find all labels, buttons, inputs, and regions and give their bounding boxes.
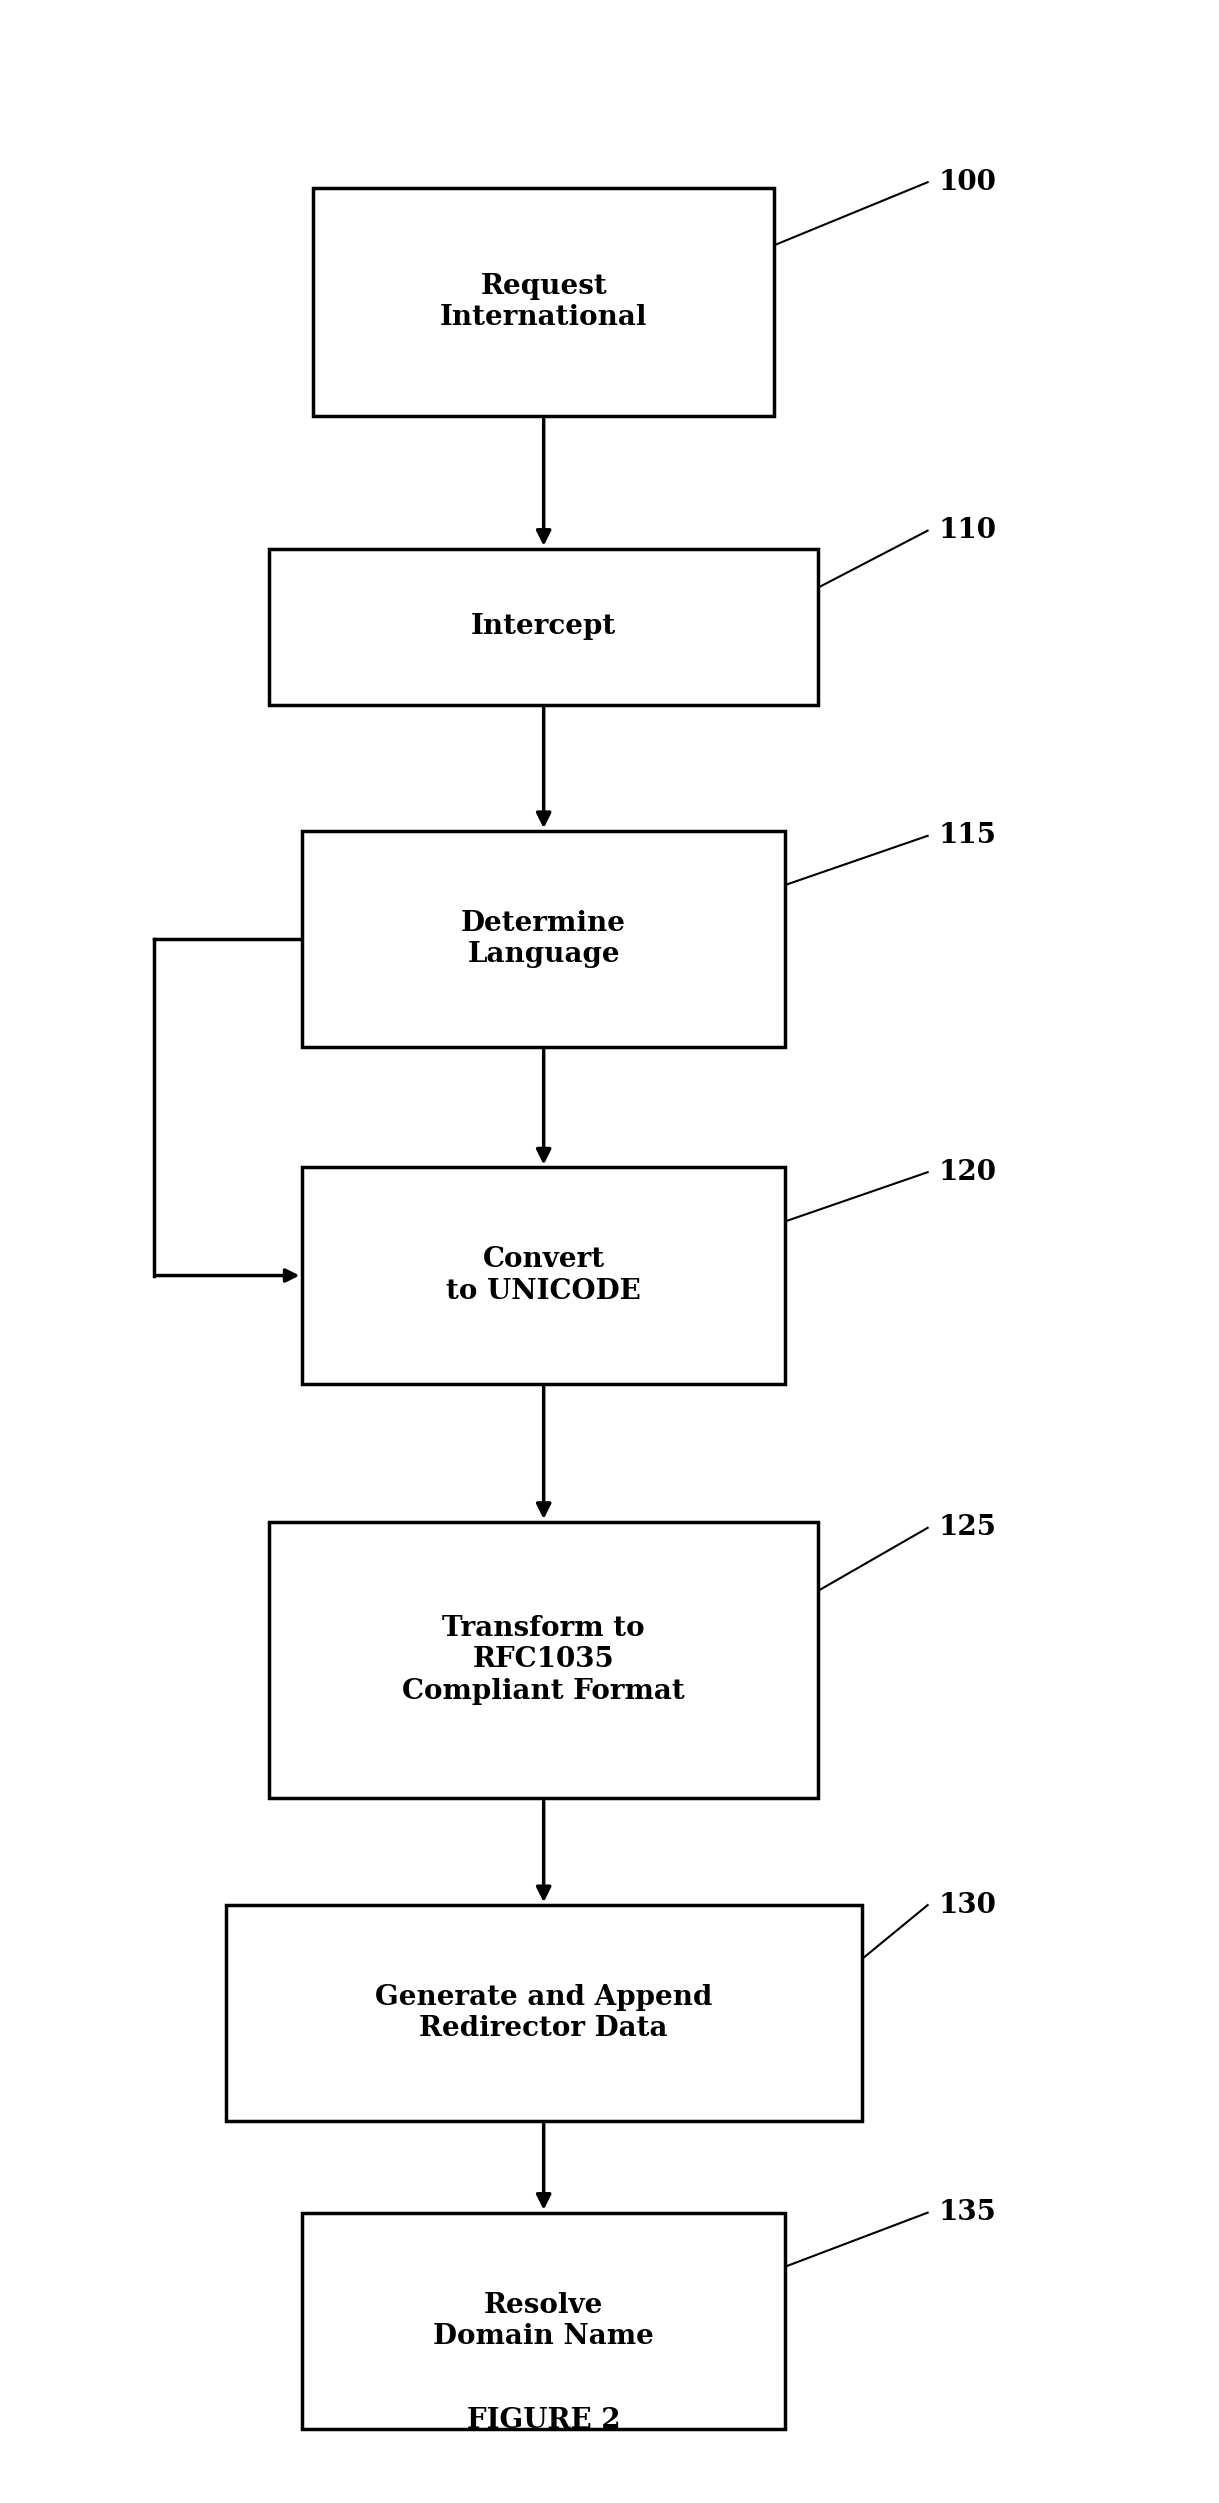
FancyBboxPatch shape [302,1166,785,1384]
FancyBboxPatch shape [302,2213,785,2428]
Text: 130: 130 [939,1892,996,1920]
Text: 115: 115 [939,823,997,849]
Text: 110: 110 [939,518,997,543]
Text: Intercept: Intercept [471,613,617,641]
FancyBboxPatch shape [313,188,774,415]
FancyBboxPatch shape [226,1905,862,2123]
FancyBboxPatch shape [302,831,785,1046]
Text: Determine
Language: Determine Language [461,911,627,969]
Text: Request
International: Request International [440,273,647,330]
Text: FIGURE 2: FIGURE 2 [467,2408,620,2433]
Text: 135: 135 [939,2200,996,2225]
Text: Resolve
Domain Name: Resolve Domain Name [433,2293,655,2350]
Text: 100: 100 [939,168,996,195]
Text: 120: 120 [939,1159,997,1186]
FancyBboxPatch shape [269,1522,818,1797]
Text: 125: 125 [939,1514,997,1542]
FancyBboxPatch shape [269,548,818,706]
Text: Generate and Append
Redirector Data: Generate and Append Redirector Data [375,1985,712,2042]
Text: Transform to
RFC1035
Compliant Format: Transform to RFC1035 Compliant Format [402,1614,685,1705]
Text: Convert
to UNICODE: Convert to UNICODE [446,1246,641,1304]
